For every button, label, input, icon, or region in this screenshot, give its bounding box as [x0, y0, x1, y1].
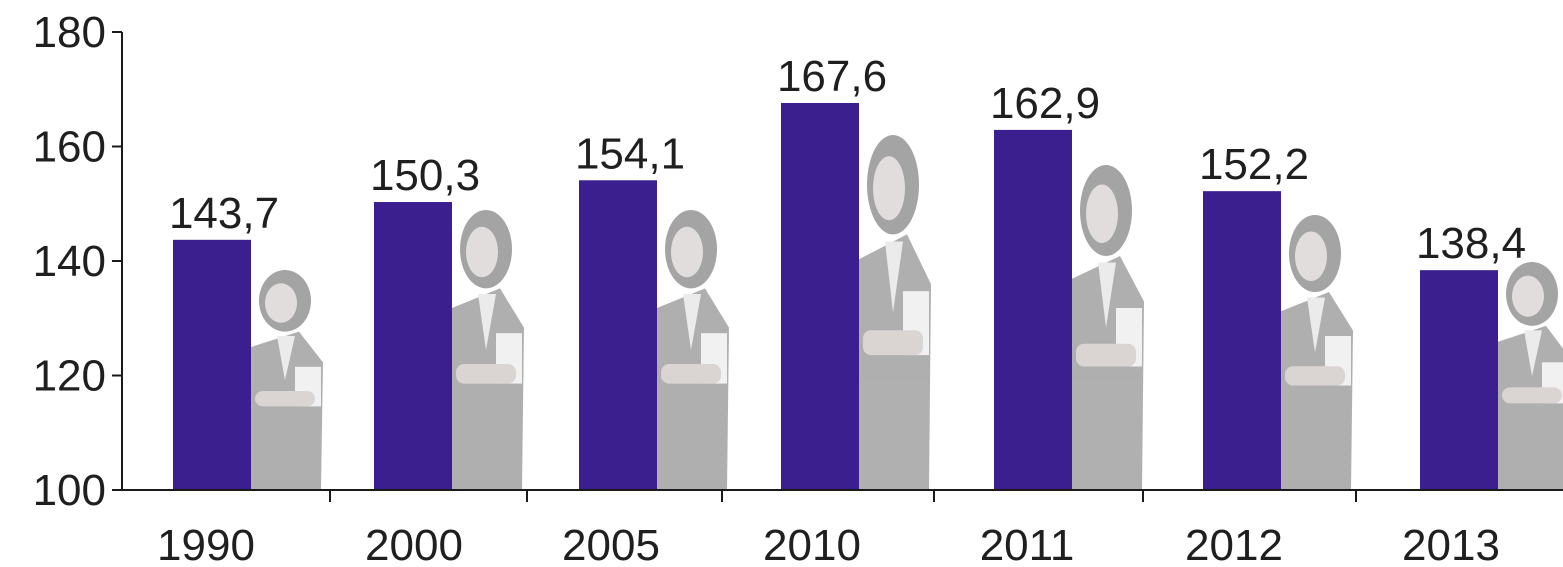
figure-face-shape	[1295, 231, 1327, 281]
figure-collar-shape	[1307, 297, 1325, 353]
decorative-figures	[251, 135, 1563, 490]
figure-face-shape	[466, 226, 498, 278]
figure-arms-shape	[1285, 366, 1345, 386]
figure-face-shape	[1512, 275, 1544, 317]
figure-icon	[452, 210, 524, 490]
y-axis-ticks: 100 120 140 160 180	[33, 8, 122, 515]
figure-collar-shape	[478, 294, 496, 350]
figure-arms-shape	[863, 330, 923, 356]
figure-face-shape	[671, 226, 703, 278]
figure-arms-shape	[1076, 343, 1136, 367]
x-tick-label: 2005	[562, 521, 660, 567]
figure-icon	[251, 270, 323, 490]
bar	[579, 180, 657, 490]
figure-collar-shape	[885, 241, 903, 313]
data-label: 152,2	[1199, 140, 1309, 189]
figure-collar-shape	[1098, 262, 1116, 328]
bar	[173, 239, 251, 490]
x-tick-label: 2012	[1185, 521, 1283, 567]
data-label: 162,9	[990, 79, 1100, 128]
y-tick-label: 120	[33, 352, 106, 401]
x-tick-label: 2013	[1402, 521, 1500, 567]
y-tick-label: 140	[33, 237, 106, 286]
x-axis-ticks: 1990 2000 2005 2010 2011 2012 2013	[157, 490, 1500, 567]
data-label: 154,1	[575, 129, 685, 178]
figure-icon	[1072, 165, 1144, 490]
figure-arms-shape	[456, 364, 516, 384]
figure-icon	[1498, 262, 1563, 490]
figure-face-shape	[873, 156, 905, 221]
data-label: 167,6	[777, 52, 887, 101]
figure-icon	[859, 135, 931, 490]
y-tick-label: 180	[33, 8, 106, 57]
figure-icon	[657, 210, 729, 490]
bar	[781, 102, 859, 491]
bar	[1203, 191, 1281, 490]
x-tick-label: 2010	[763, 521, 861, 567]
data-label: 150,3	[370, 151, 480, 200]
figure-collar-shape	[277, 336, 295, 380]
x-tick-label: 2000	[365, 521, 463, 567]
y-tick-label: 160	[33, 123, 106, 172]
figure-face-shape	[265, 283, 297, 323]
x-tick-label: 1990	[157, 521, 255, 567]
data-label: 143,7	[169, 189, 279, 238]
figure-icon	[1281, 215, 1353, 490]
x-tick-label: 2011	[980, 521, 1075, 567]
data-label: 138,4	[1416, 219, 1526, 268]
figure-collar-shape	[683, 294, 701, 350]
figure-face-shape	[1086, 184, 1118, 243]
bar	[374, 202, 452, 490]
figure-arms-shape	[661, 364, 721, 384]
figure-arms-shape	[1502, 387, 1562, 404]
figure-arms-shape	[255, 391, 315, 407]
bar	[994, 129, 1072, 490]
data-labels: 143,7 150,3 154,1 167,6 162,9 152,2 138,4	[169, 52, 1526, 268]
bars	[173, 102, 1498, 491]
bar	[1420, 270, 1498, 490]
y-tick-label: 100	[33, 466, 106, 515]
figure-collar-shape	[1524, 330, 1542, 376]
